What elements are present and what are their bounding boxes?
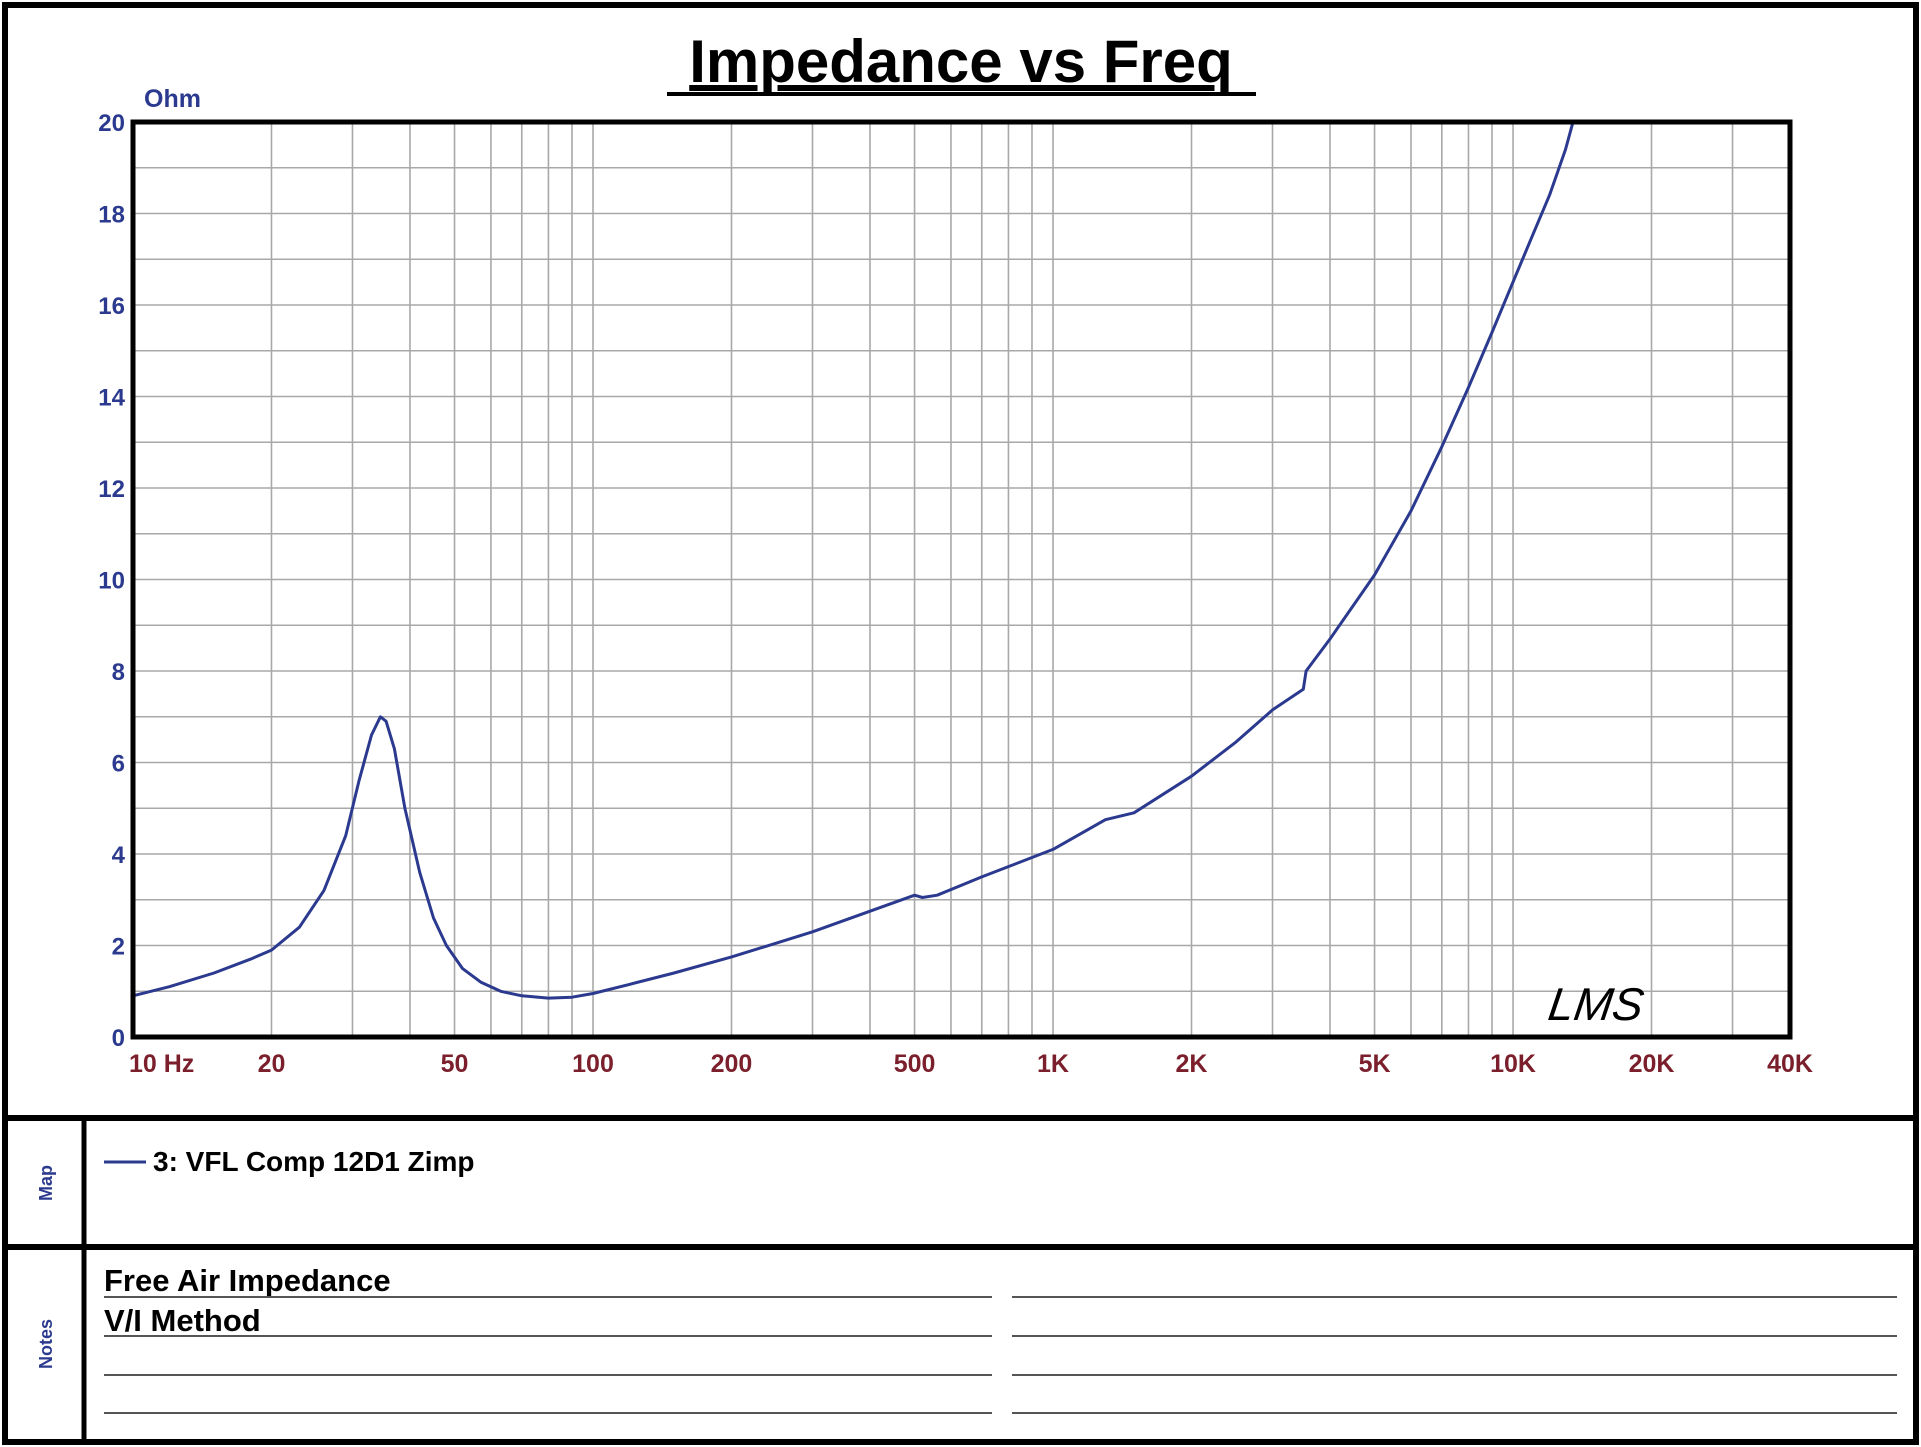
grid-lines: [133, 122, 1790, 1037]
series-layer: [132, 120, 1790, 1000]
chart-title: Impedance vs Freq: [689, 28, 1233, 95]
x-tick-label: 500: [894, 1050, 936, 1078]
x-tick-label: 100: [572, 1050, 614, 1078]
notes-line-1: Free Air Impedance: [104, 1263, 391, 1298]
x-tick-label: 20: [258, 1050, 286, 1078]
notes-line-2: V/I Method: [104, 1303, 261, 1338]
y-tick-label: 8: [112, 659, 125, 686]
y-tick-label: 4: [112, 842, 126, 869]
y-tick-label: 0: [112, 1025, 125, 1052]
lms-watermark: LMS: [1545, 978, 1647, 1030]
y-tick-label: 10: [98, 568, 125, 595]
notes-side-label: Notes: [36, 1319, 56, 1369]
x-tick-label: 200: [711, 1050, 753, 1078]
y-tick-label: 16: [98, 293, 125, 320]
y-tick-label: 2: [112, 934, 125, 961]
x-tick-label: 20K: [1629, 1050, 1675, 1078]
x-tick-label: 10K: [1490, 1050, 1536, 1078]
y-tick-label: 6: [112, 751, 125, 778]
x-tick-label: 5K: [1359, 1050, 1391, 1078]
x-tick-label: 40K: [1767, 1050, 1813, 1078]
x-tick-label: 2K: [1176, 1050, 1208, 1078]
x-tick-label: 50: [441, 1050, 469, 1078]
notes-ruled-lines: [104, 1296, 1897, 1414]
y-axis-label: Ohm: [144, 85, 201, 113]
y-tick-label: 18: [98, 202, 125, 229]
y-tick-label: 14: [98, 385, 125, 412]
y-tick-label: 20: [98, 110, 125, 137]
series-line: [132, 120, 1790, 1000]
map-side-label: Map: [36, 1165, 56, 1201]
y-tick-labels: 0 2 4 6 8 10 12 14 16 18 20: [98, 110, 125, 1052]
legend-entry-label: 3: VFL Comp 12D1 Zimp: [153, 1146, 475, 1177]
y-tick-label: 12: [98, 476, 125, 503]
plot-area-frame: [130, 119, 1793, 1040]
x-tick-label: 1K: [1037, 1050, 1069, 1078]
x-tick-labels: 10 Hz 20 50 100 200 500 1K 2K 5K 10K 20K 40K: [129, 1050, 1813, 1078]
x-tick-label: 10 Hz: [129, 1050, 194, 1078]
